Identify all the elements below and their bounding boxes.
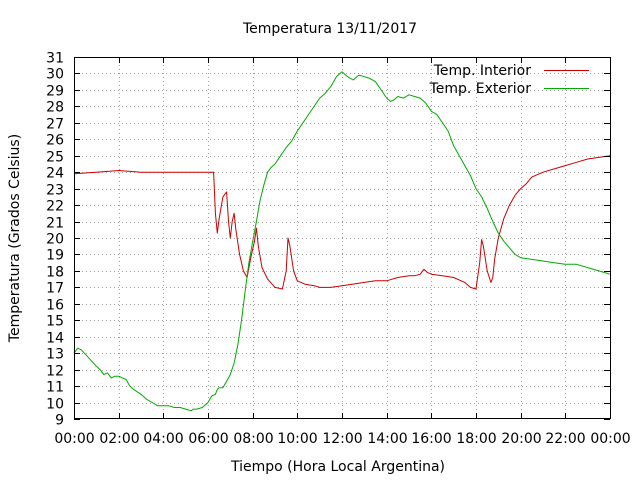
y-tick-label: 11 bbox=[46, 380, 64, 396]
y-axis-label: Temperatura (Grados Celsius) bbox=[7, 134, 23, 343]
x-tick-label: 14:00 bbox=[367, 431, 407, 447]
x-tick-label: 10:00 bbox=[277, 431, 317, 447]
x-tick-label: 00:00 bbox=[590, 431, 630, 447]
y-tick-label: 24 bbox=[46, 166, 64, 182]
y-tick-label: 23 bbox=[46, 183, 64, 199]
y-axis-ticks: 9101112131415161718192021222324252627282… bbox=[46, 51, 610, 429]
x-tick-label: 12:00 bbox=[322, 431, 362, 447]
y-tick-label: 28 bbox=[46, 100, 64, 116]
x-axis-label: Tiempo (Hora Local Argentina) bbox=[230, 459, 445, 475]
y-tick-label: 13 bbox=[46, 347, 64, 363]
series-line-exterior bbox=[73, 71, 611, 412]
y-tick-label: 26 bbox=[46, 133, 64, 149]
x-tick-label: 16:00 bbox=[411, 431, 451, 447]
grid bbox=[74, 57, 610, 419]
x-tick-label: 18:00 bbox=[456, 431, 496, 447]
x-tick-label: 06:00 bbox=[188, 431, 228, 447]
y-tick-label: 25 bbox=[46, 150, 64, 166]
y-tick-label: 22 bbox=[46, 199, 64, 215]
series-line-interior bbox=[73, 155, 611, 290]
y-tick-label: 20 bbox=[46, 232, 64, 248]
y-tick-label: 16 bbox=[46, 298, 64, 314]
y-tick-label: 9 bbox=[55, 413, 64, 429]
chart-title: Temperatura 13/11/2017 bbox=[242, 21, 417, 37]
legend-label: Temp. Exterior bbox=[429, 81, 532, 97]
legend: Temp. Interior Temp. Exterior bbox=[429, 63, 589, 97]
y-tick-label: 12 bbox=[46, 364, 64, 380]
y-tick-label: 14 bbox=[46, 331, 64, 347]
y-tick-label: 17 bbox=[46, 281, 64, 297]
y-tick-label: 31 bbox=[46, 51, 64, 67]
y-tick-label: 29 bbox=[46, 84, 64, 100]
series-lines bbox=[73, 71, 611, 412]
x-axis-ticks: 00:00 02:00 04:00 06:00 08:00 10:00 12:00 14:00… bbox=[54, 57, 631, 447]
y-tick-label: 10 bbox=[46, 397, 64, 413]
y-tick-label: 15 bbox=[46, 314, 64, 330]
y-tick-label: 19 bbox=[46, 248, 64, 264]
x-tick-label: 04:00 bbox=[143, 431, 183, 447]
x-tick-label: 22:00 bbox=[545, 431, 585, 447]
x-tick-label: 02:00 bbox=[99, 431, 139, 447]
legend-label: Temp. Interior bbox=[433, 63, 532, 79]
x-tick-label: 20:00 bbox=[501, 431, 541, 447]
y-tick-label: 27 bbox=[46, 117, 64, 133]
y-tick-label: 21 bbox=[46, 216, 64, 232]
y-tick-label: 30 bbox=[46, 67, 64, 83]
x-tick-label: 08:00 bbox=[233, 431, 273, 447]
y-tick-label: 18 bbox=[46, 265, 64, 281]
x-tick-label: 00:00 bbox=[54, 431, 94, 447]
